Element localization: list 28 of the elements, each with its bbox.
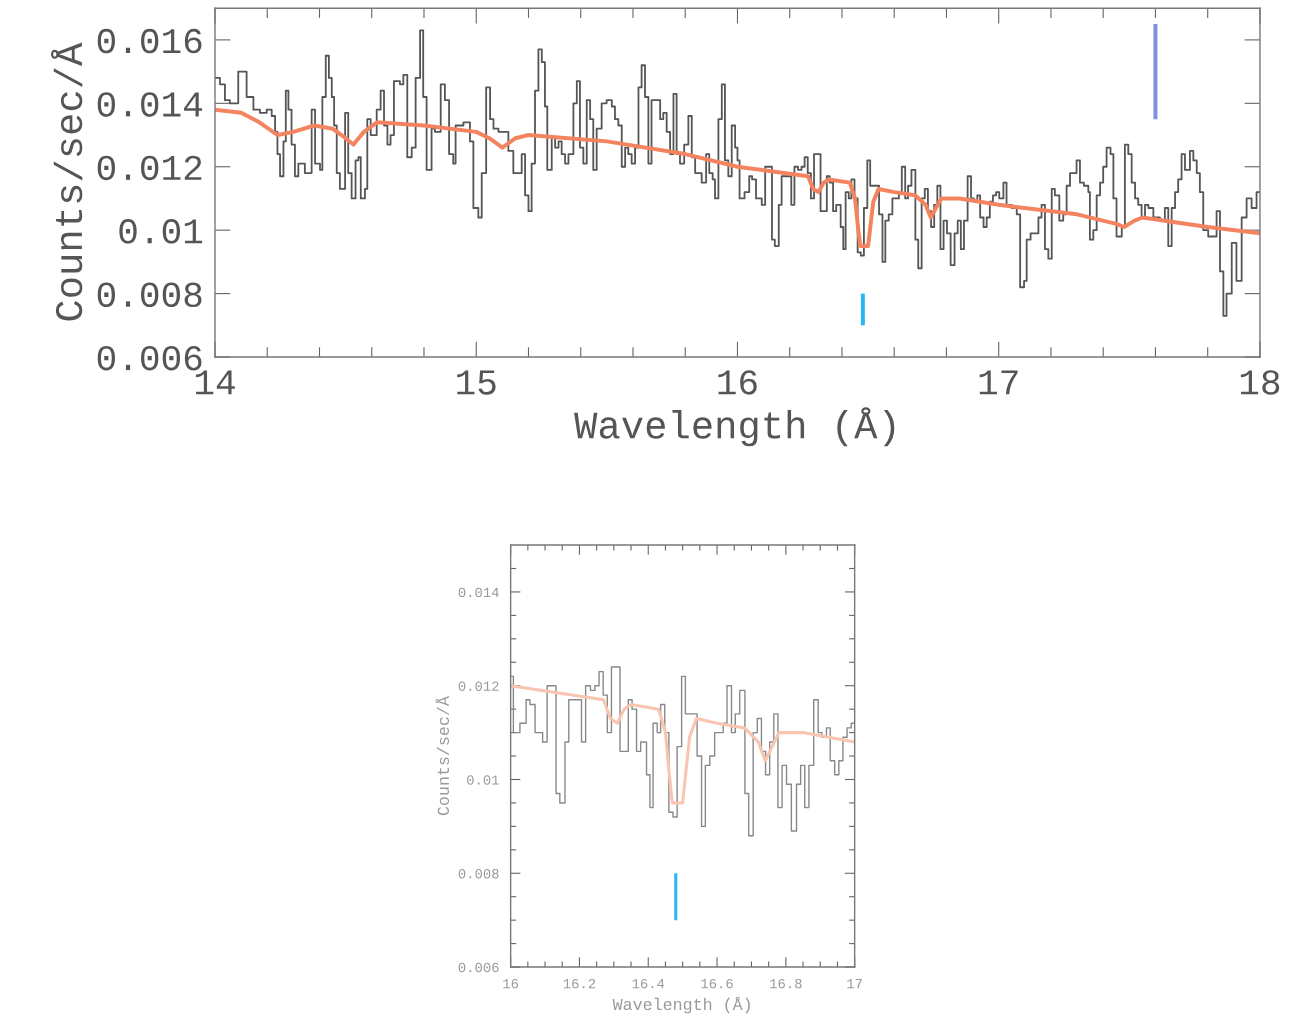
line-series (215, 107, 1260, 249)
y-tick-label: 0.012 (97, 155, 202, 181)
y-tick-label: 0.006 (458, 962, 499, 973)
y-tick-label: 0.006 (97, 345, 202, 371)
y-axis-title: Counts/sec/Å (435, 696, 450, 816)
x-axis-title: Wavelength (Å) (574, 407, 895, 447)
x-tick-label: 16.8 (770, 978, 802, 989)
y-tick-label: 0.01 (467, 775, 499, 785)
x-tick-label: 17 (979, 370, 1018, 395)
y-tick-label: 0.008 (458, 869, 499, 879)
x-tick-label: 15 (457, 370, 496, 395)
x-tick-label: 16.2 (563, 978, 596, 989)
x-tick-label: 18 (1240, 370, 1280, 395)
x-tick-label: 14 (195, 370, 235, 395)
y-tick-label: 0.012 (458, 681, 499, 691)
x-axis-title: Wavelength (Å) (612, 996, 750, 1014)
y-tick-label: 0.01 (119, 219, 203, 244)
x-tick-label: 16 (718, 370, 757, 395)
line-series (510, 684, 855, 805)
y-tick-label: 0.014 (97, 92, 203, 117)
x-tick-label: 16 (503, 978, 519, 989)
y-tick-label: 0.016 (97, 28, 202, 54)
y-axis-title: Counts/sec/Å (50, 42, 83, 321)
x-tick-label: 16.6 (701, 978, 733, 989)
x-tick-label: 17 (847, 979, 862, 989)
y-tick-label: 0.008 (97, 282, 202, 308)
x-tick-label: 16.4 (632, 978, 665, 989)
y-tick-label: 0.014 (458, 587, 499, 598)
